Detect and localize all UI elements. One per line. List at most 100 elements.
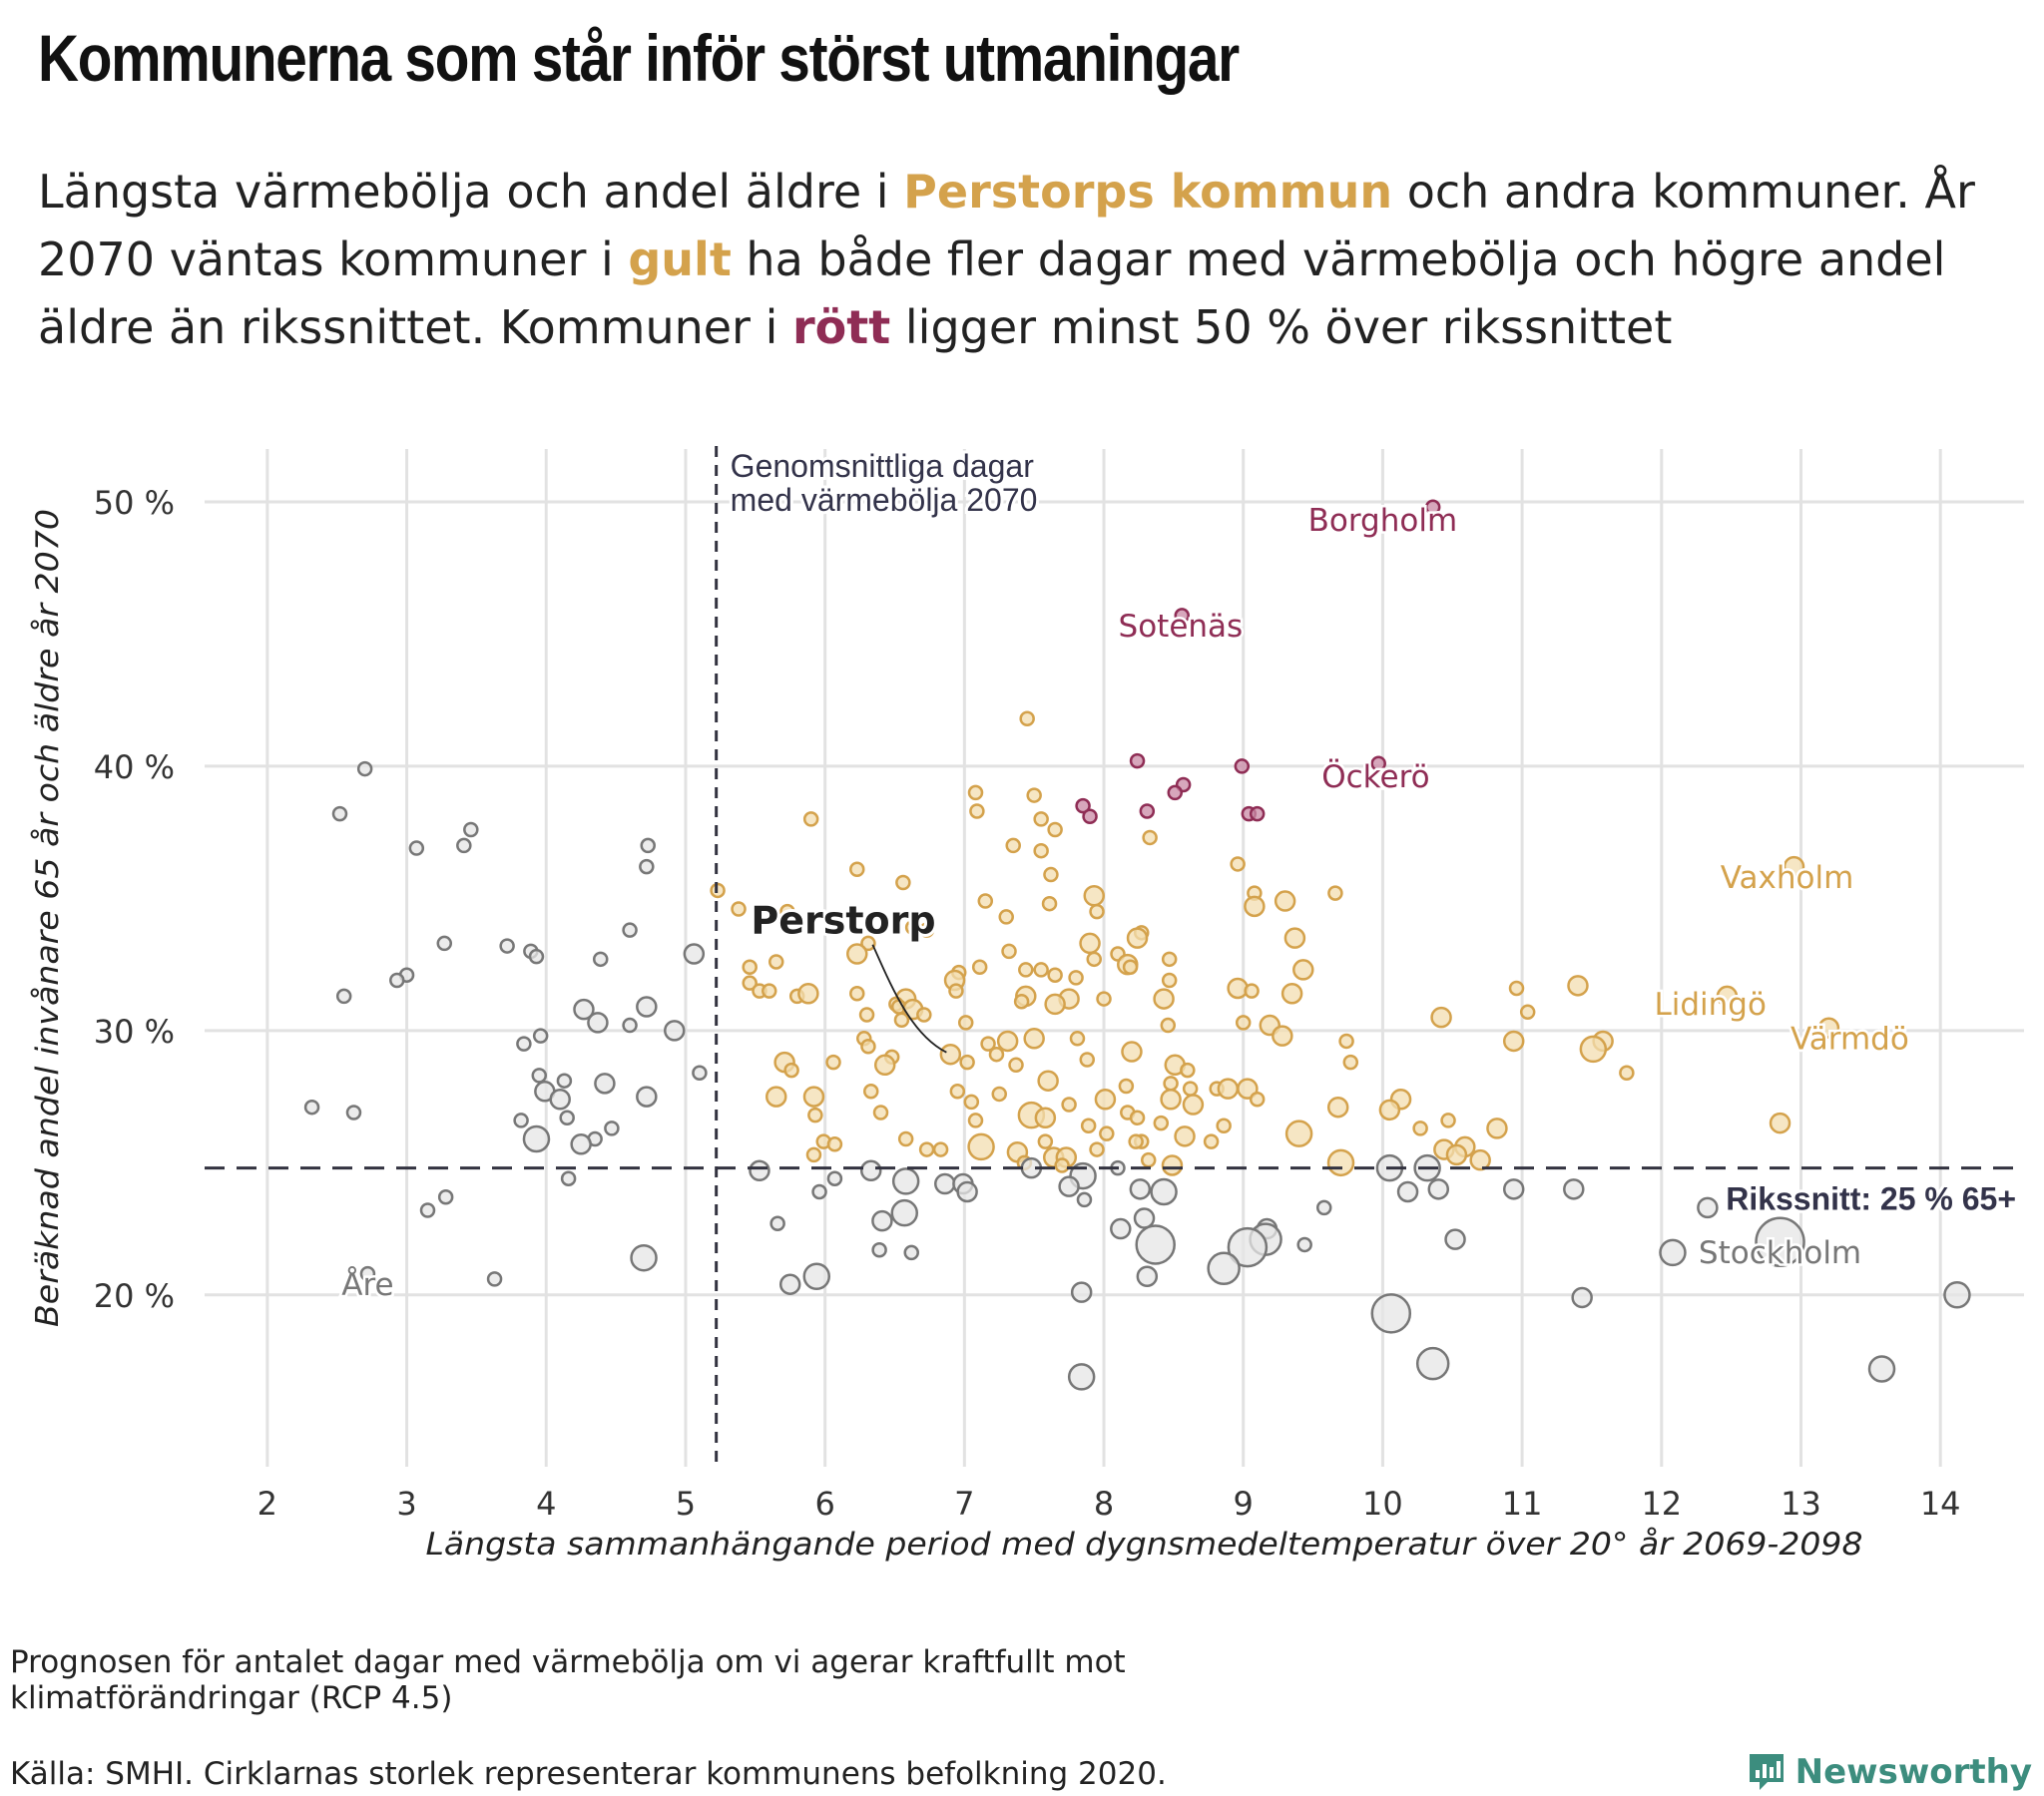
- data-point-gold: [1217, 1078, 1240, 1100]
- data-point-gold: [1817, 1017, 1840, 1039]
- data-point-grey: [594, 1073, 616, 1095]
- data-point-grey: [769, 1215, 785, 1232]
- y-tick-label: 30 %: [94, 1013, 175, 1051]
- data-point-grey: [419, 1202, 436, 1218]
- data-point-gold: [860, 935, 876, 952]
- data-point-gold: [1249, 1091, 1266, 1108]
- data-point-gold: [846, 943, 868, 965]
- x-tick-label: 3: [396, 1485, 416, 1523]
- reference-label-average-days-line1: Genomsnittliga dagar: [731, 448, 1035, 484]
- data-point-grey: [486, 1271, 503, 1287]
- data-point-grey: [1296, 1236, 1312, 1253]
- data-point-gold: [1182, 1081, 1199, 1097]
- data-point-gold: [1230, 856, 1246, 872]
- data-point-grey: [1755, 1216, 1805, 1268]
- data-point-gold: [1174, 1125, 1196, 1147]
- data-point-gold: [1099, 1125, 1115, 1141]
- data-point-grey: [1076, 1191, 1093, 1208]
- data-point-grey: [456, 837, 472, 854]
- data-point-gold: [731, 901, 747, 917]
- data-point-gold: [1019, 710, 1035, 726]
- data-point-gold: [1783, 855, 1805, 878]
- footnote-source: Källa: SMHI. Cirklarnas storlek represen…: [10, 1756, 1167, 1792]
- data-point-grey: [335, 988, 352, 1005]
- data-point-grey: [592, 951, 609, 968]
- data-point-gold: [1244, 895, 1266, 918]
- data-point-gold: [980, 1036, 996, 1052]
- data-point-grey: [389, 972, 405, 989]
- data-point-gold: [762, 983, 777, 999]
- data-point-gold: [1180, 1062, 1196, 1079]
- data-point-gold: [797, 983, 819, 1005]
- x-tick-label: 6: [814, 1485, 834, 1523]
- data-point-gold: [802, 811, 819, 827]
- data-point-gold: [1122, 959, 1139, 976]
- data-point-grey: [826, 1170, 843, 1186]
- x-tick-label: 14: [1920, 1485, 1961, 1523]
- subtitle-text-4: ligger minst 50 % över rikssnittet: [890, 300, 1673, 354]
- data-point-gold: [1153, 988, 1175, 1010]
- data-point-gold: [1508, 980, 1525, 997]
- data-point-grey: [331, 805, 348, 822]
- data-point-grey: [1444, 1228, 1466, 1250]
- data-point-gold: [967, 784, 984, 801]
- data-point-grey: [778, 1273, 801, 1295]
- data-point-grey: [859, 1159, 882, 1182]
- data-point-gold: [1044, 993, 1066, 1016]
- chart-subtitle: Längsta värmebölja och andel äldre i Per…: [38, 158, 1994, 361]
- data-point-gold: [988, 1046, 1005, 1063]
- data-point-gold: [1026, 787, 1042, 803]
- brand-name: Newsworthy: [1794, 1752, 2032, 1792]
- data-point-grey: [345, 1105, 362, 1121]
- data-point-gold: [1043, 866, 1059, 883]
- data-point-gold: [1227, 977, 1249, 1000]
- data-point-grey: [559, 1110, 575, 1126]
- subtitle-text-3: ha både fler dagar med värmebölja och hö…: [38, 232, 1946, 354]
- data-point-gold: [1086, 951, 1102, 968]
- data-point-gold: [1033, 962, 1049, 978]
- data-point-gold: [1033, 811, 1049, 827]
- data-point-gold: [998, 909, 1014, 925]
- data-point-gold: [1041, 895, 1058, 912]
- data-point-gold: [1445, 1143, 1468, 1166]
- data-point-gold: [977, 893, 994, 909]
- data-point-gold: [1716, 985, 1739, 1008]
- data-point-gold: [1153, 1115, 1170, 1131]
- x-tick-label: 10: [1362, 1485, 1403, 1523]
- scatter-chart: 2 3 4 5 6 7 8 9 10 11 12 13 14 20 % 30 % 40 % 50 % Genom…: [30, 445, 2024, 1563]
- data-point-gold: [1033, 842, 1049, 859]
- highlight-connector: [871, 944, 947, 1054]
- data-point-grey: [463, 821, 479, 838]
- brand-logo: Newsworthy: [1748, 1752, 2032, 1792]
- point-label: Stockholm: [1699, 1235, 1861, 1271]
- y-tick-label: 40 %: [94, 748, 175, 786]
- data-point-red: [1075, 797, 1091, 814]
- data-point-grey: [891, 1167, 920, 1195]
- data-point-gold: [807, 1107, 823, 1123]
- data-point-gold: [916, 1007, 932, 1023]
- data-point-red: [1167, 784, 1184, 801]
- data-points: [303, 499, 1971, 1391]
- x-tick-label: 7: [954, 1485, 974, 1523]
- point-label: Åre: [341, 1267, 393, 1303]
- data-point-grey: [570, 1133, 592, 1155]
- data-point-gold: [1094, 1088, 1117, 1111]
- data-point-gold: [897, 1130, 914, 1147]
- data-point-gold: [1412, 1121, 1428, 1136]
- data-point-gold: [1023, 1028, 1045, 1050]
- data-point-gold: [949, 1084, 966, 1100]
- data-point-grey: [640, 837, 656, 854]
- data-point-gold: [1769, 1112, 1791, 1134]
- data-point-gold: [1069, 1031, 1086, 1047]
- data-point-grey: [560, 1170, 577, 1186]
- data-point-grey: [587, 1012, 609, 1034]
- data-point-grey: [636, 996, 658, 1018]
- x-tick-label: 13: [1781, 1485, 1821, 1523]
- data-point-gold: [948, 983, 964, 999]
- reference-lines: [205, 446, 2024, 1467]
- data-point-grey: [749, 1159, 770, 1182]
- data-point-gold: [826, 1136, 843, 1152]
- data-point-red: [1249, 805, 1266, 822]
- data-point-grey: [1315, 1199, 1332, 1216]
- x-tick-label: 9: [1234, 1485, 1254, 1523]
